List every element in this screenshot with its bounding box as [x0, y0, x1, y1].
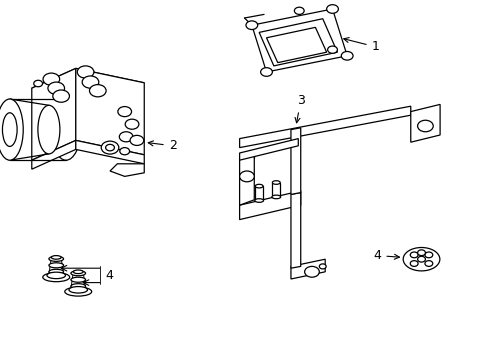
Circle shape — [48, 82, 64, 94]
Circle shape — [409, 252, 417, 258]
Circle shape — [424, 261, 432, 266]
Ellipse shape — [403, 248, 439, 271]
Ellipse shape — [49, 269, 63, 274]
Ellipse shape — [71, 271, 85, 276]
Polygon shape — [239, 153, 254, 205]
Circle shape — [34, 80, 42, 87]
Circle shape — [245, 21, 257, 30]
Ellipse shape — [2, 113, 17, 147]
Ellipse shape — [73, 270, 83, 274]
Text: 3: 3 — [294, 94, 304, 123]
Circle shape — [239, 171, 254, 182]
Polygon shape — [32, 140, 76, 169]
Circle shape — [326, 5, 338, 13]
Text: 2: 2 — [148, 139, 176, 152]
Text: 1: 1 — [343, 37, 379, 53]
Polygon shape — [32, 68, 144, 103]
Circle shape — [53, 90, 69, 102]
Ellipse shape — [49, 256, 63, 261]
Circle shape — [77, 66, 94, 78]
Circle shape — [417, 256, 425, 262]
Polygon shape — [110, 164, 144, 176]
Polygon shape — [76, 68, 144, 155]
Ellipse shape — [47, 272, 65, 279]
Circle shape — [105, 144, 114, 151]
Circle shape — [304, 266, 319, 277]
Ellipse shape — [64, 287, 92, 296]
Polygon shape — [76, 140, 144, 164]
Ellipse shape — [0, 99, 23, 160]
Ellipse shape — [255, 184, 263, 188]
Ellipse shape — [51, 256, 61, 259]
Ellipse shape — [51, 99, 81, 160]
Circle shape — [118, 107, 131, 117]
Ellipse shape — [71, 284, 85, 289]
Circle shape — [424, 252, 432, 258]
Ellipse shape — [254, 199, 263, 202]
Polygon shape — [290, 193, 300, 268]
Polygon shape — [290, 128, 300, 194]
Polygon shape — [239, 191, 300, 220]
Circle shape — [120, 148, 129, 155]
Circle shape — [119, 132, 133, 142]
Ellipse shape — [49, 263, 63, 268]
Polygon shape — [410, 104, 439, 142]
Circle shape — [327, 46, 337, 53]
Circle shape — [101, 141, 119, 154]
Ellipse shape — [38, 105, 60, 154]
Ellipse shape — [69, 287, 87, 293]
Ellipse shape — [271, 195, 280, 199]
Circle shape — [319, 264, 325, 269]
Polygon shape — [32, 68, 76, 160]
Circle shape — [89, 85, 106, 97]
Circle shape — [130, 135, 143, 145]
Circle shape — [417, 120, 432, 132]
Text: 4: 4 — [373, 249, 399, 262]
Polygon shape — [290, 259, 325, 279]
Polygon shape — [239, 106, 410, 148]
Circle shape — [125, 119, 139, 129]
Circle shape — [294, 7, 304, 14]
Ellipse shape — [43, 273, 70, 282]
Ellipse shape — [272, 181, 280, 184]
Circle shape — [417, 250, 425, 256]
Circle shape — [341, 51, 352, 60]
Polygon shape — [266, 27, 326, 63]
Polygon shape — [251, 9, 346, 72]
Polygon shape — [239, 139, 298, 160]
Ellipse shape — [71, 277, 85, 282]
Polygon shape — [259, 19, 337, 66]
Text: 4: 4 — [105, 269, 113, 282]
Circle shape — [82, 76, 99, 88]
Circle shape — [43, 73, 60, 85]
Circle shape — [260, 68, 272, 76]
Circle shape — [409, 261, 417, 266]
